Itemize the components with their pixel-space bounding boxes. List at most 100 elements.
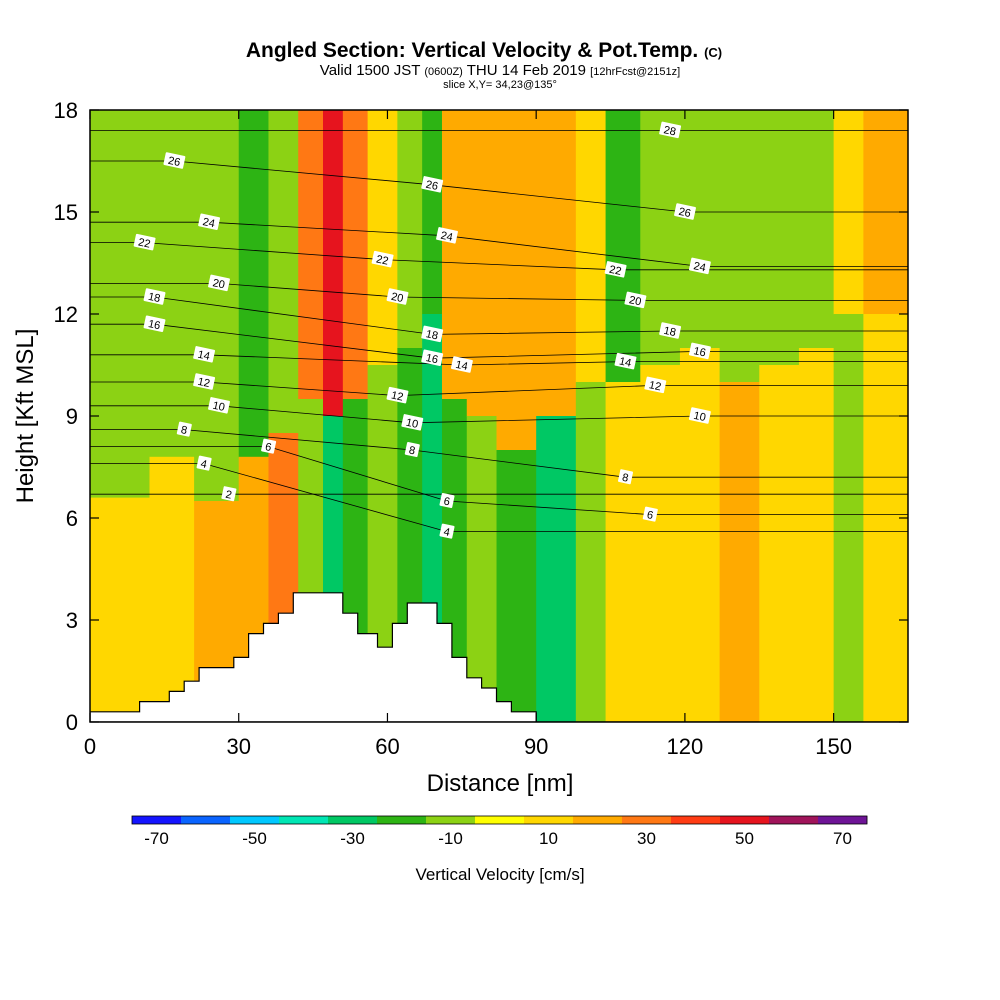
colorbar-swatch-13 bbox=[769, 816, 819, 824]
colorbar-swatch-0 bbox=[132, 816, 182, 824]
velocity-band-26 bbox=[496, 110, 537, 451]
velocity-band-12 bbox=[323, 110, 344, 417]
contour-label-10: 6 bbox=[261, 438, 277, 454]
contour-label-text: 22 bbox=[375, 253, 389, 267]
contour-label-text: 6 bbox=[646, 509, 654, 522]
contour-label-text: 8 bbox=[621, 472, 629, 485]
contour-label-34: 10 bbox=[688, 407, 711, 424]
contour-label-text: 6 bbox=[442, 495, 450, 508]
contour-label-text: 8 bbox=[180, 424, 188, 437]
contour-label-text: 4 bbox=[200, 458, 208, 471]
contour-label-4: 18 bbox=[143, 288, 166, 305]
contour-label-29: 20 bbox=[624, 291, 647, 309]
contour-label-text: 24 bbox=[692, 260, 706, 274]
theta-contour-4 bbox=[90, 463, 908, 532]
contour-label-text: 26 bbox=[167, 155, 181, 169]
contour-label-text: 22 bbox=[137, 236, 151, 250]
slice-info: slice X,Y= 34,23@135° bbox=[443, 79, 557, 91]
contour-label-25: 28 bbox=[659, 121, 682, 139]
velocity-band-16 bbox=[367, 110, 398, 366]
contour-label-text: 16 bbox=[692, 345, 706, 359]
contour-label-text: 18 bbox=[147, 291, 161, 305]
y-tick-label: 9 bbox=[66, 404, 78, 429]
contour-label-text: 20 bbox=[211, 277, 225, 291]
colorbar-swatch-6 bbox=[426, 816, 476, 824]
contour-label-text: 18 bbox=[663, 325, 677, 339]
contour-label-17: 18 bbox=[421, 325, 444, 343]
colorbar-frame bbox=[131, 815, 868, 825]
contour-label-33: 12 bbox=[644, 376, 667, 394]
contour-label-18: 16 bbox=[421, 349, 444, 366]
colorbar-swatch-1 bbox=[181, 816, 231, 824]
velocity-band-33 bbox=[605, 382, 641, 722]
contour-label-30: 18 bbox=[659, 322, 682, 339]
chart-title: Angled Section: Vertical Velocity & Pot.… bbox=[246, 39, 722, 62]
colorbar-swatch-10 bbox=[622, 816, 672, 824]
colorbar-tick-label: -10 bbox=[438, 829, 463, 848]
contour-label-0: 26 bbox=[163, 152, 186, 169]
colorbar-swatch-4 bbox=[328, 816, 378, 824]
contour-label-32: 14 bbox=[614, 352, 637, 370]
y-tick-label: 0 bbox=[66, 710, 78, 735]
velocity-band-30 bbox=[575, 110, 607, 383]
contour-label-text: 18 bbox=[425, 328, 439, 342]
contour-label-text: 14 bbox=[197, 349, 211, 363]
velocity-band-32 bbox=[605, 110, 641, 383]
colorbar-swatch-14 bbox=[818, 816, 868, 824]
contour-label-text: 12 bbox=[390, 389, 404, 403]
velocity-band-31 bbox=[575, 382, 607, 722]
velocity-band-0 bbox=[90, 110, 150, 499]
contour-label-8: 10 bbox=[208, 397, 230, 414]
contour-label-text: 28 bbox=[663, 124, 677, 138]
contour-label-2: 22 bbox=[133, 233, 156, 251]
colorbar-tick-label: 50 bbox=[735, 829, 754, 848]
terrain bbox=[90, 592, 908, 722]
contour-label-13: 26 bbox=[421, 176, 444, 193]
contour-label-text: 12 bbox=[197, 376, 211, 390]
contour-label-11: 4 bbox=[196, 455, 212, 471]
colorbar-tick-label: -70 bbox=[144, 829, 169, 848]
colorbar-swatch-5 bbox=[377, 816, 427, 824]
colorbar-swatch-7 bbox=[475, 816, 525, 824]
axes: 0 30 60 90 120 150 0 3 6 9 12 15 18 bbox=[54, 98, 908, 759]
velocity-band-3 bbox=[149, 456, 195, 722]
contour-label-5: 16 bbox=[143, 315, 166, 332]
velocity-band-36 bbox=[679, 110, 721, 349]
contour-label-6: 14 bbox=[193, 346, 216, 363]
y-tick-label: 3 bbox=[66, 608, 78, 633]
contour-label-text: 20 bbox=[390, 291, 404, 305]
contour-label-text: 10 bbox=[405, 417, 419, 431]
velocity-band-42 bbox=[798, 110, 835, 349]
contour-label-3: 20 bbox=[208, 274, 230, 292]
velocity-band-20 bbox=[422, 110, 443, 315]
velocity-band-25 bbox=[466, 416, 498, 722]
contour-label-text: 8 bbox=[408, 444, 416, 457]
terrain-profile bbox=[90, 592, 908, 722]
contour-label-text: 10 bbox=[692, 410, 706, 424]
x-tick-label: 150 bbox=[815, 734, 852, 759]
y-axis-title: Height [Kft MSL] bbox=[12, 329, 39, 504]
x-tick-label: 0 bbox=[84, 734, 96, 759]
contour-label-12: 2 bbox=[221, 486, 237, 502]
x-tick-label: 120 bbox=[667, 734, 704, 759]
velocity-band-37 bbox=[679, 348, 721, 722]
x-axis-title: Distance [nm] bbox=[427, 770, 574, 797]
contour-label-19: 14 bbox=[450, 356, 473, 373]
contour-label-text: 4 bbox=[442, 526, 450, 539]
x-tick-label: 60 bbox=[375, 734, 399, 759]
contour-label-text: 22 bbox=[608, 264, 622, 278]
contour-label-9: 8 bbox=[176, 421, 192, 437]
velocity-band-8 bbox=[268, 110, 299, 434]
colorbar-tick-label: 30 bbox=[637, 829, 656, 848]
y-tick-label: 6 bbox=[66, 506, 78, 531]
colorbar-swatch-12 bbox=[720, 816, 770, 824]
contour-label-21: 10 bbox=[401, 414, 424, 431]
velocity-band-6 bbox=[238, 110, 269, 458]
velocity-band-29 bbox=[536, 416, 577, 722]
colorbar-tick-label: 10 bbox=[539, 829, 558, 848]
contour-label-22: 8 bbox=[404, 441, 420, 457]
contour-label-text: 16 bbox=[425, 352, 439, 366]
velocity-band-1 bbox=[90, 497, 150, 722]
